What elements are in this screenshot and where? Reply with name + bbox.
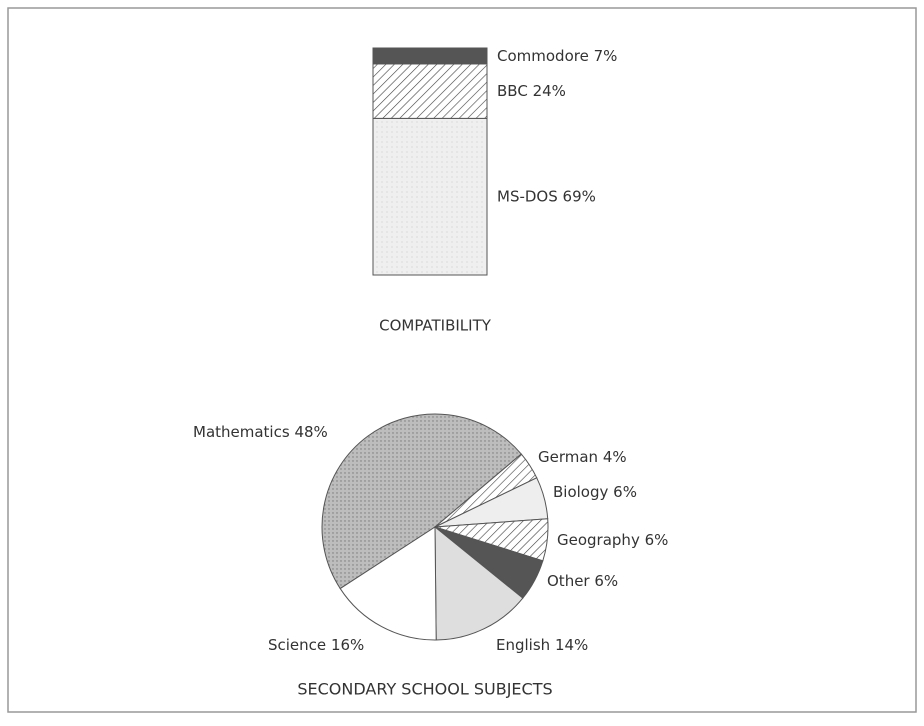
label-name: Other [547,572,590,590]
data-label: MS-DOS 69% [497,187,596,205]
label-name: MS-DOS [497,187,558,205]
label-value: 6% [613,483,637,501]
label-name: German [538,448,598,466]
bar-segment [372,47,488,65]
label-name: BBC [497,82,528,100]
label-value: 24% [533,82,566,100]
data-label: Science 16% [268,636,364,654]
data-label: Commodore 7% [497,46,617,64]
label-name: Mathematics [193,423,290,441]
label-name: Science [268,636,326,654]
label-value: 48% [294,423,327,441]
data-label: Mathematics 48% [193,423,328,441]
label-value: 7% [594,46,618,64]
data-label: Other 6% [547,572,618,590]
data-label: English 14% [496,636,588,654]
bar-segment [372,63,488,119]
chart-title: COMPATIBILITY [379,317,492,335]
label-name: Geography [557,531,640,549]
label-name: Commodore [497,46,589,64]
label-value: 4% [603,448,627,466]
data-label: Geography 6% [557,531,668,549]
pie-slice [321,413,523,590]
frame [7,7,917,713]
pie-slice [434,525,524,641]
label-value: 16% [331,636,364,654]
label-name: English [496,636,550,654]
label-name: Biology [553,483,609,501]
chart-title: SECONDARY SCHOOL SUBJECTS [297,680,552,699]
pie-slice [339,526,437,641]
label-value: 14% [555,636,588,654]
bar-segment [372,117,488,276]
label-value: 69% [563,187,596,205]
data-label: Biology 6% [553,483,637,501]
data-label: BBC 24% [497,82,566,100]
label-value: 6% [645,531,669,549]
label-value: 6% [594,572,618,590]
data-label: German 4% [538,448,627,466]
